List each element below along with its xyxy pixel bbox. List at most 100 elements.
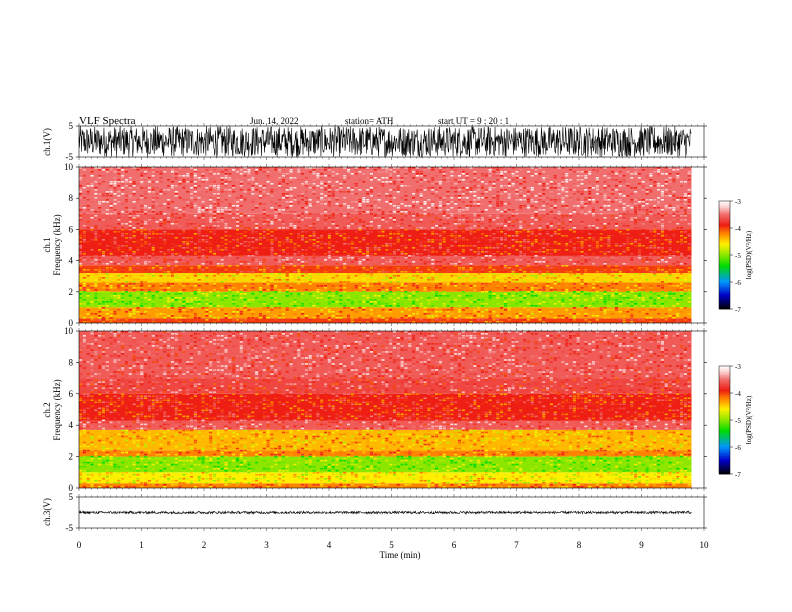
spectrogram-cell [461, 187, 465, 189]
spectrogram-cell [335, 203, 339, 205]
spectrogram-cell [645, 187, 649, 189]
spectrogram-cell [182, 241, 186, 243]
spectrogram-cell [79, 233, 83, 235]
spectrogram-cell [346, 235, 351, 237]
spectrogram-cell [415, 249, 419, 251]
spectrogram-cell [281, 259, 285, 261]
spectrogram-cell [186, 175, 190, 177]
spectrogram-cell [477, 239, 481, 241]
spectrogram-cell [262, 271, 266, 273]
spectrogram-cell [680, 197, 684, 199]
spectrogram-cell [343, 297, 347, 299]
spectrogram-cell [220, 201, 224, 203]
spectrogram-cell [320, 177, 324, 179]
spectrogram-cell [683, 181, 687, 183]
spectrogram-cell [105, 195, 109, 197]
spectrogram-cell [668, 173, 672, 175]
spectrogram-cell [94, 269, 98, 271]
spectrogram-cell [549, 223, 553, 225]
spectrogram-cell [503, 245, 507, 247]
spectrogram-cell [519, 253, 523, 255]
spectrogram-cell [128, 187, 132, 189]
spectrogram-cell [247, 243, 251, 245]
spectrogram-cell [216, 193, 220, 195]
spectrogram-cell [680, 239, 684, 241]
spectrogram-cell [457, 263, 462, 265]
spectrogram-cell [235, 291, 240, 293]
spectrogram-cell [622, 243, 626, 245]
spectrogram-cell [98, 249, 102, 251]
spectrogram-cell [266, 181, 270, 183]
spectrogram-cell [614, 189, 618, 191]
spectrogram-cell [680, 289, 684, 291]
spectrogram-cell [182, 179, 186, 181]
spectrogram-cell [209, 249, 213, 251]
spectrogram-cell [281, 187, 285, 189]
spectrogram-cell [534, 267, 538, 269]
spectrogram-cell [427, 167, 431, 169]
spectrogram-cell [255, 261, 259, 263]
spectrogram-cell [484, 215, 488, 217]
spectrogram-cell [503, 221, 507, 223]
spectrogram-cell [680, 263, 684, 265]
spectrogram-cell [534, 201, 538, 203]
spectrogram-cell [645, 279, 649, 281]
spectrogram-cell [285, 281, 289, 283]
spectrogram-cell [637, 185, 641, 187]
spectrogram-cell [79, 197, 83, 199]
spectrogram-cell [565, 243, 569, 245]
spectrogram-cell [82, 227, 86, 229]
spectrogram-cell [412, 271, 416, 273]
waveform-trace [78, 125, 692, 158]
spectrogram-cell [630, 171, 634, 173]
spectrogram-cell [408, 273, 412, 275]
spectrogram-cell [377, 201, 381, 203]
spectrogram-cell [262, 209, 266, 211]
spectrogram-cell [676, 169, 680, 171]
spectrogram-cell [500, 257, 504, 259]
spectrogram-cell [683, 195, 687, 197]
spectrogram-cell [163, 173, 167, 175]
spectrogram-cell [588, 191, 592, 193]
spectrogram-cell [576, 179, 580, 181]
spectrogram-cell [396, 167, 400, 169]
spectrogram-cell [408, 185, 412, 187]
spectrogram-cell [304, 257, 308, 259]
spectrogram-cell [591, 225, 596, 227]
spectrogram-cell [105, 245, 109, 247]
spectrogram-cell [201, 263, 205, 265]
spectrogram-cell [538, 291, 542, 293]
spectrogram-cell [603, 175, 607, 177]
spectrogram-cell [549, 271, 553, 273]
spectrogram-cell [450, 207, 454, 209]
spectrogram-cell [113, 189, 117, 191]
spectrogram-cell [228, 287, 232, 289]
spectrogram-cell [538, 183, 542, 185]
spectrogram-cell [530, 223, 534, 225]
spectrogram-cell [603, 207, 607, 209]
spectrogram-cell [247, 169, 251, 171]
spectrogram-cell [101, 287, 106, 289]
spectrogram-cell [144, 187, 148, 189]
spectrogram-cell [170, 213, 174, 215]
spectrogram-cell [316, 267, 320, 269]
spectrogram-cell [400, 233, 404, 235]
spectrogram-cell [262, 229, 266, 231]
spectrogram-cell [496, 281, 500, 283]
spectrogram-cell [480, 249, 485, 251]
spectrogram-cell [584, 197, 588, 199]
spectrogram-cell [400, 271, 404, 273]
spectrogram-cell [637, 215, 641, 217]
spectrogram-cell [549, 181, 553, 183]
spectrogram-cell [220, 287, 224, 289]
spectrogram-cell [614, 261, 618, 263]
spectrogram-cell [239, 199, 243, 201]
spectrogram-cell [174, 279, 178, 281]
spectrogram-cell [174, 275, 178, 277]
spectrogram-cell [373, 283, 377, 285]
spectrogram-cell [561, 279, 565, 281]
spectrogram-cell [140, 281, 144, 283]
spectrogram-cell [201, 225, 205, 227]
spectrogram-cell [630, 289, 634, 291]
spectrogram-cell [266, 281, 270, 283]
